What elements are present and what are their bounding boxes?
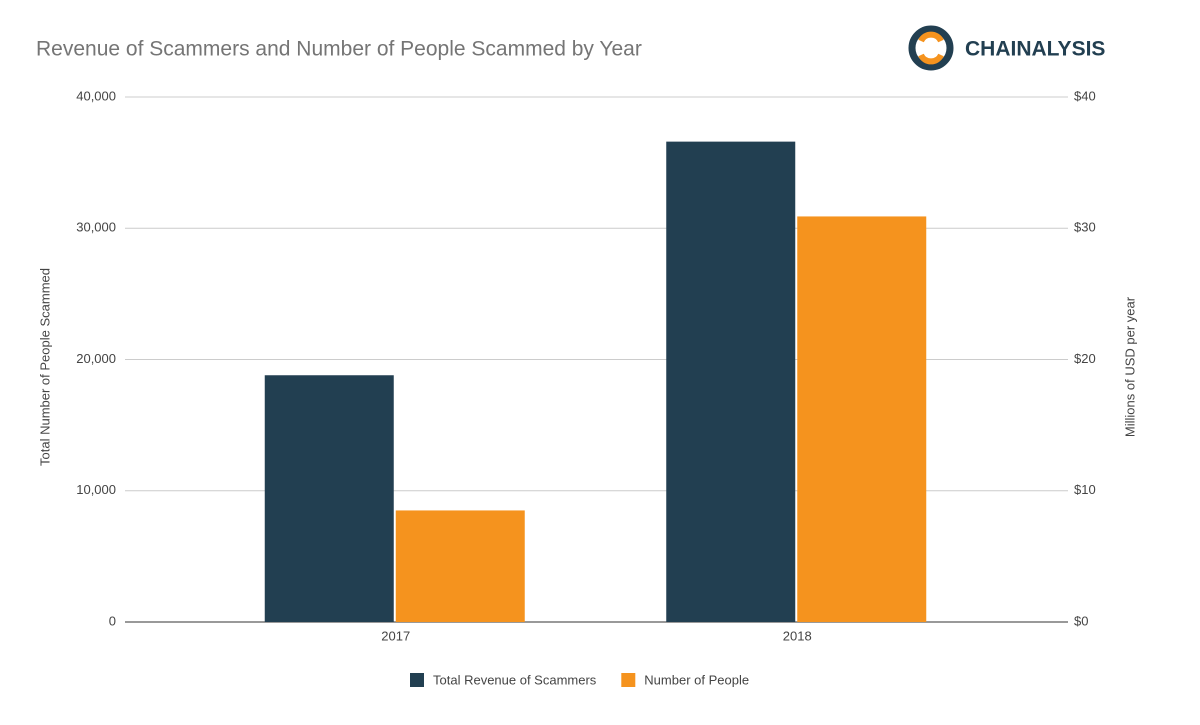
- logo-ring: [908, 25, 954, 71]
- bar: [666, 141, 796, 622]
- y2-tick-label: $20: [1074, 351, 1096, 366]
- x-tick-label: 2018: [783, 628, 812, 643]
- y2-axis-title: Millions of USD per year: [1122, 296, 1137, 437]
- legend-swatch: [621, 673, 636, 687]
- bar: [395, 510, 525, 622]
- y2-tick-label: $40: [1074, 88, 1096, 103]
- logo: CHAINALYSIS: [908, 25, 1105, 71]
- legend-label: Total Revenue of Scammers: [433, 672, 597, 687]
- legend-label: Number of People: [644, 672, 749, 687]
- y-tick-label: 30,000: [76, 220, 116, 235]
- legend-swatch: [410, 673, 424, 687]
- x-tick-label: 2017: [381, 628, 410, 643]
- logo-text: CHAINALYSIS: [965, 38, 1105, 61]
- bar: [797, 216, 927, 622]
- y-tick-label: 10,000: [76, 482, 116, 497]
- logo-arc: [918, 31, 944, 65]
- chart-title: Revenue of Scammers and Number of People…: [36, 38, 642, 61]
- y-tick-label: 20,000: [76, 351, 116, 366]
- y-tick-label: 40,000: [76, 88, 116, 103]
- y2-tick-label: $0: [1074, 613, 1088, 628]
- y2-tick-label: $30: [1074, 220, 1096, 235]
- y2-tick-label: $10: [1074, 482, 1096, 497]
- y-axis-title: Total Number of People Scammed: [37, 268, 52, 466]
- y-tick-label: 0: [109, 613, 116, 628]
- bar: [264, 375, 394, 622]
